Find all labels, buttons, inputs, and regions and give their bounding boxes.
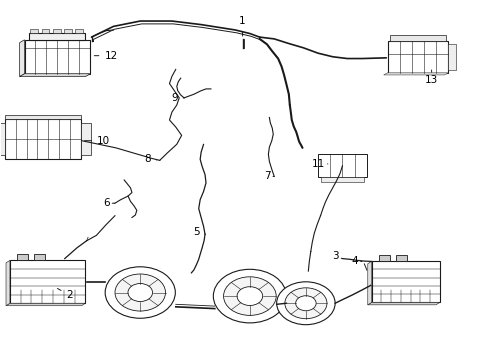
Bar <box>64 29 72 33</box>
Bar <box>0 123 5 155</box>
Bar <box>388 41 448 73</box>
Bar <box>80 123 91 155</box>
Text: 9: 9 <box>171 93 184 103</box>
Bar <box>379 255 390 261</box>
Bar <box>17 254 28 260</box>
Polygon shape <box>384 73 448 75</box>
Circle shape <box>223 277 276 315</box>
Circle shape <box>128 284 152 302</box>
Bar <box>42 29 49 33</box>
Circle shape <box>295 296 316 311</box>
Polygon shape <box>20 40 25 77</box>
Text: 1: 1 <box>239 16 246 36</box>
Polygon shape <box>368 302 440 305</box>
Bar <box>320 177 365 181</box>
Text: 4: 4 <box>351 256 362 266</box>
Text: 6: 6 <box>103 198 115 208</box>
Text: 8: 8 <box>144 154 157 163</box>
Polygon shape <box>6 260 10 306</box>
Bar <box>75 29 83 33</box>
Bar <box>5 115 80 119</box>
Text: 11: 11 <box>312 159 328 169</box>
Text: 13: 13 <box>425 70 438 85</box>
Circle shape <box>213 269 287 323</box>
Polygon shape <box>20 74 90 77</box>
Circle shape <box>277 282 335 325</box>
Circle shape <box>237 287 263 306</box>
Text: 5: 5 <box>193 227 205 237</box>
Text: 3: 3 <box>332 251 343 261</box>
Polygon shape <box>6 303 85 306</box>
Bar <box>396 255 407 261</box>
Bar <box>34 254 45 260</box>
Bar <box>390 35 446 41</box>
Bar <box>448 44 456 70</box>
Bar <box>29 33 85 40</box>
Bar <box>10 260 85 303</box>
Text: 12: 12 <box>94 51 118 61</box>
Polygon shape <box>368 261 372 305</box>
Circle shape <box>115 274 166 311</box>
Text: 10: 10 <box>85 136 110 146</box>
Bar <box>5 119 80 158</box>
Bar <box>24 40 90 74</box>
Bar <box>318 154 367 177</box>
Bar <box>30 29 38 33</box>
Bar <box>53 29 60 33</box>
Text: 2: 2 <box>57 288 73 300</box>
Circle shape <box>105 267 175 318</box>
Bar <box>372 261 440 302</box>
Circle shape <box>285 288 327 319</box>
Text: 7: 7 <box>264 171 274 181</box>
